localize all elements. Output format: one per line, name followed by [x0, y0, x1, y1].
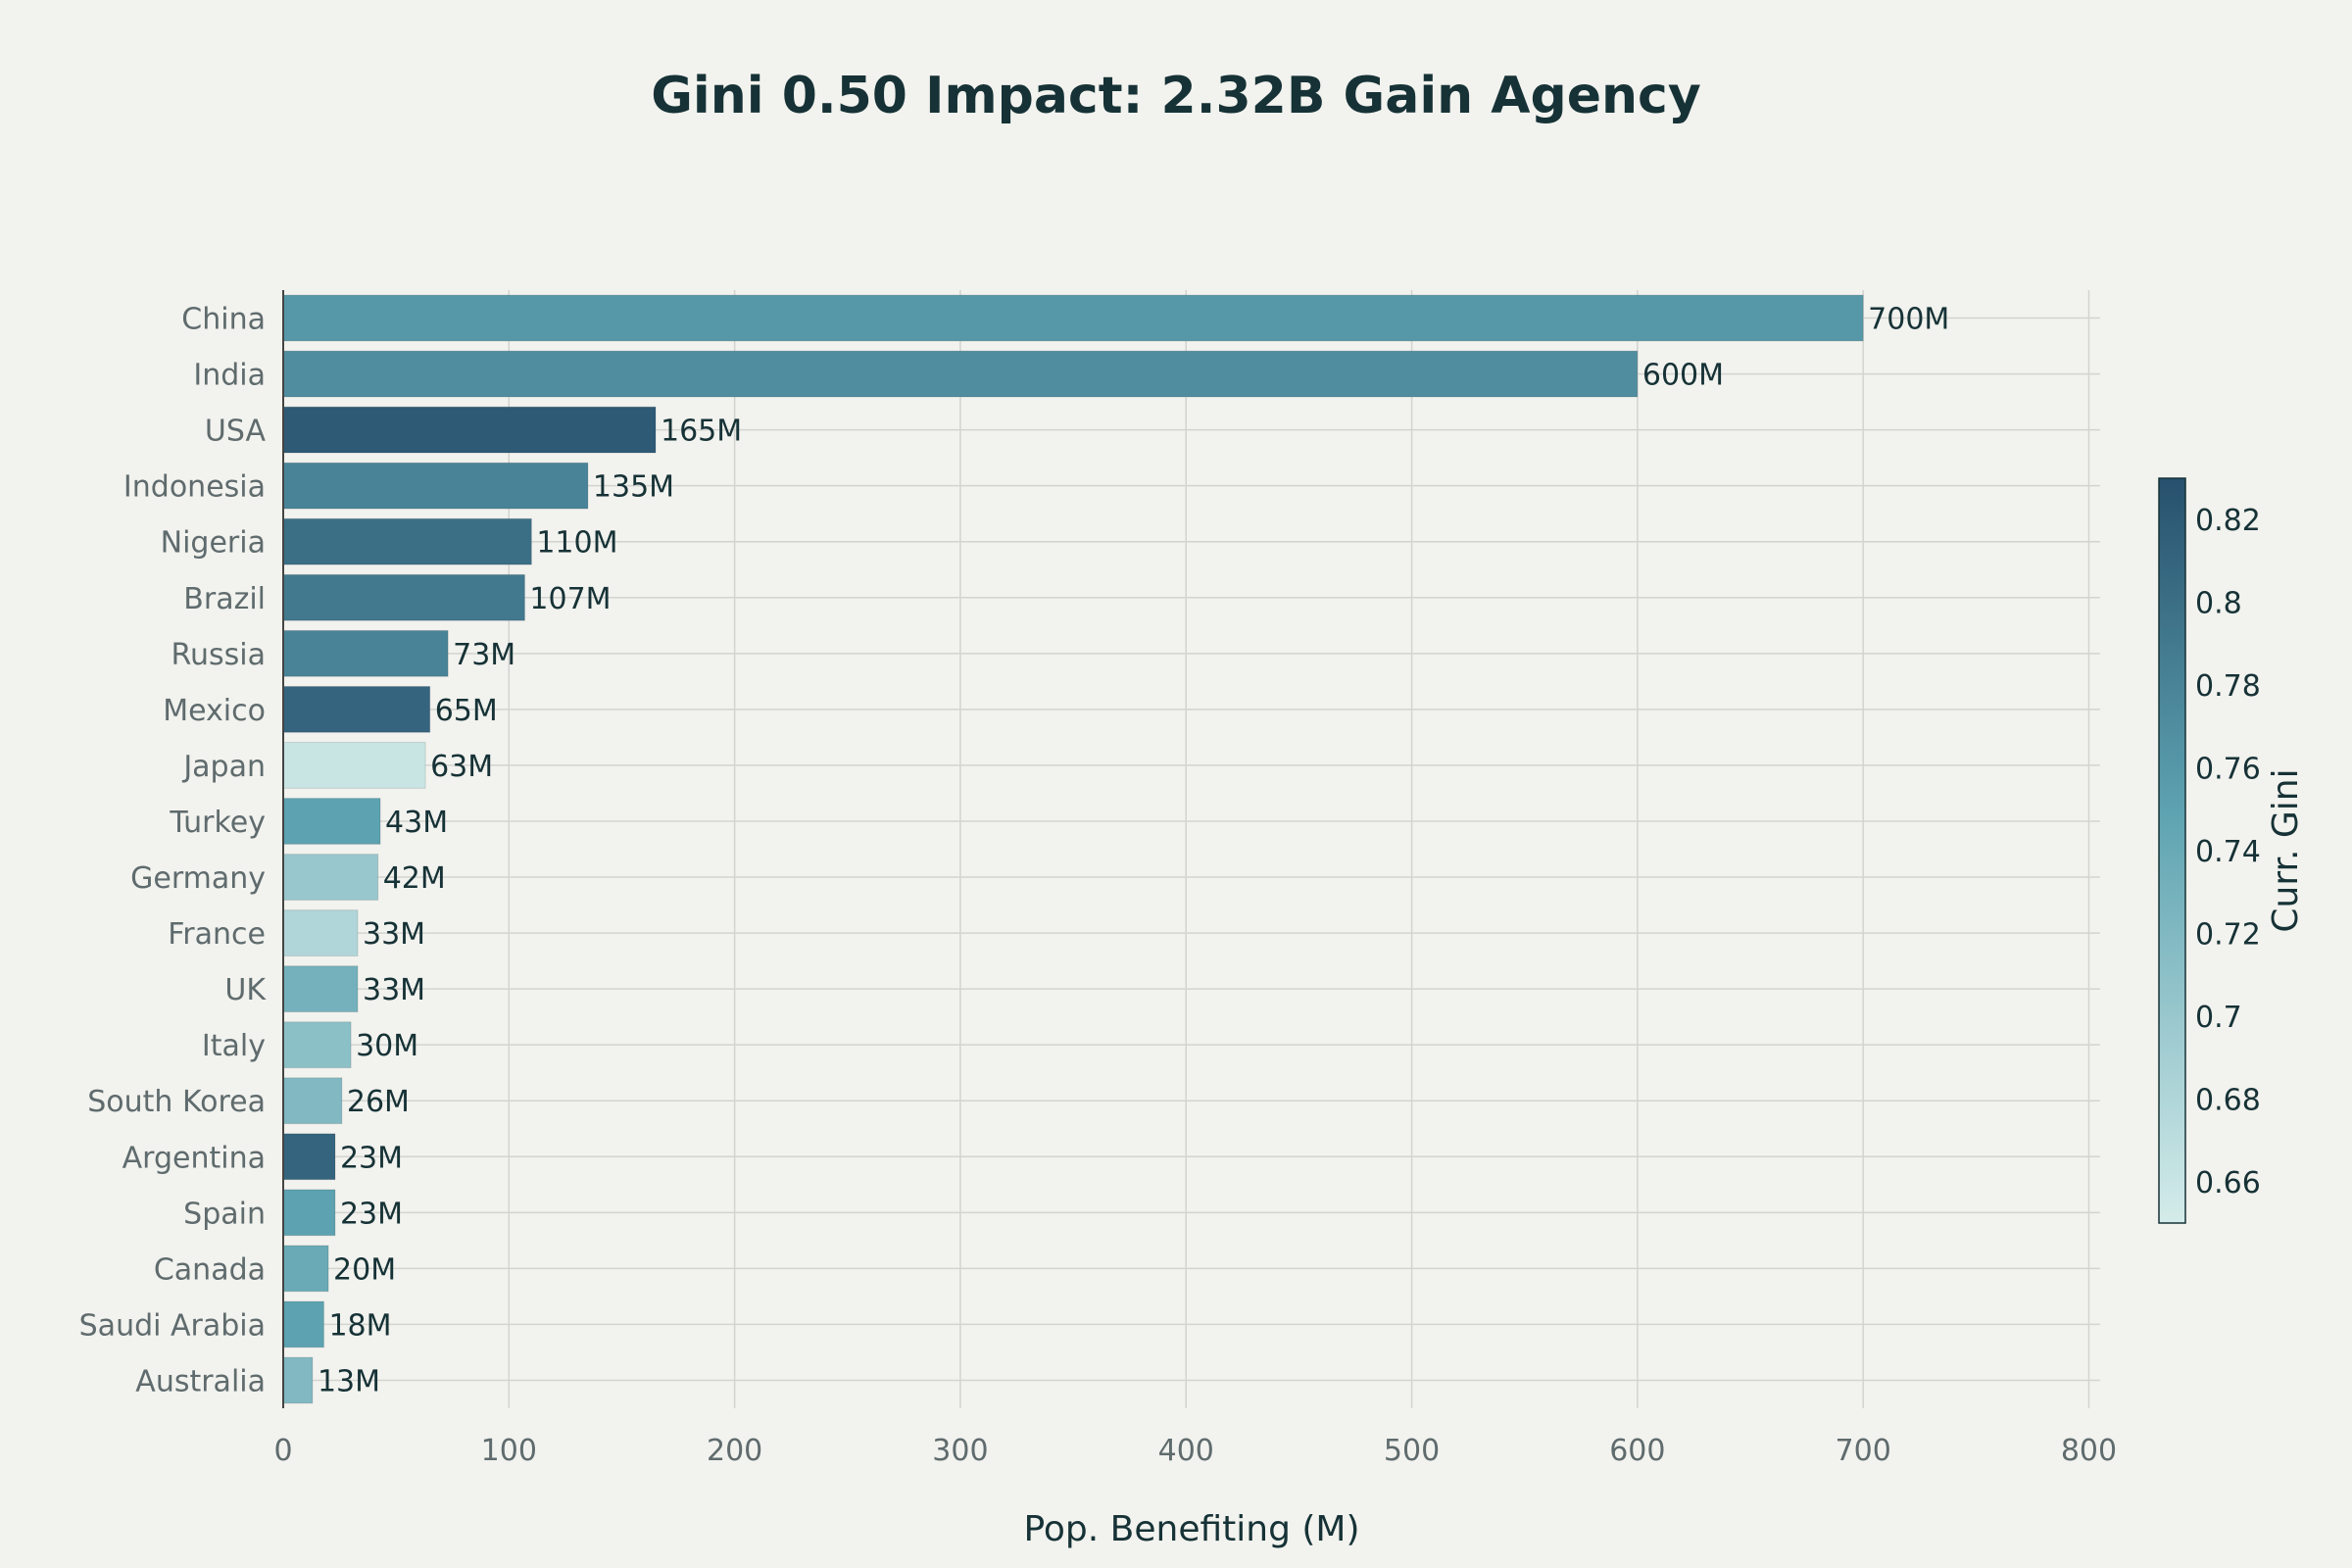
colorbar-title: Curr. Gini	[2266, 768, 2306, 932]
bar-italy	[282, 1021, 352, 1069]
data-label: 26M	[347, 1085, 410, 1119]
colorbar-tick-label: 0.68	[2195, 1083, 2261, 1117]
y-tick-label: France	[168, 917, 266, 952]
data-label: 23M	[340, 1141, 403, 1175]
bar-japan	[282, 742, 426, 789]
bar-turkey	[282, 798, 381, 845]
bar-russia	[282, 629, 449, 677]
bar-uk	[282, 965, 359, 1013]
y-tick-label: Indonesia	[123, 470, 266, 505]
y-tick-label: USA	[205, 415, 267, 449]
y-tick-label: Russia	[172, 638, 267, 672]
chart-title: Gini 0.50 Impact: 2.32B Gain Agency	[651, 67, 1701, 125]
bar-saudi-arabia	[282, 1300, 324, 1348]
colorbar-tick-label: 0.8	[2195, 587, 2242, 621]
bar-canada	[282, 1245, 329, 1293]
bar-germany	[282, 854, 379, 901]
colorbar-tick-label: 0.78	[2195, 669, 2261, 704]
y-tick-label: Saudi Arabia	[79, 1308, 266, 1343]
x-axis-title: Pop. Benefiting (M)	[1023, 1509, 1359, 1549]
data-label: 165M	[661, 415, 742, 449]
data-label: 107M	[529, 582, 611, 616]
y-tick-label: Canada	[154, 1252, 266, 1287]
y-tick-label: Germany	[130, 861, 266, 896]
data-label: 13M	[318, 1364, 380, 1398]
colorbar-gradient	[2158, 477, 2186, 1224]
bar-india	[282, 350, 1639, 398]
y-tick-label: Mexico	[163, 694, 266, 728]
data-label: 73M	[453, 638, 515, 672]
bar-argentina	[282, 1133, 336, 1181]
y-tick-label: UK	[224, 973, 267, 1007]
y-tick-label: Italy	[202, 1029, 266, 1063]
data-label: 135M	[593, 470, 674, 505]
data-label: 18M	[328, 1308, 391, 1343]
y-axis-labels: China India USA Indonesia Nigeria Brazil Russi…	[79, 303, 268, 1399]
bar-south-korea	[282, 1077, 343, 1125]
data-labels: 700M 600M 165M 135M 110M 107M 73M 65M 63M 43M 42M 3…	[318, 303, 1949, 1399]
colorbar-tick-label: 0.66	[2195, 1166, 2261, 1200]
y-tick-label: Brazil	[183, 582, 266, 616]
y-tick-label: Turkey	[169, 806, 266, 840]
y-tick-label: South Korea	[87, 1085, 266, 1119]
bar-brazil	[282, 573, 525, 621]
data-label: 65M	[435, 694, 498, 728]
bar-spain	[282, 1189, 336, 1237]
data-label: 33M	[363, 917, 425, 952]
colorbar-tick-label: 0.72	[2195, 917, 2261, 952]
gridlines	[282, 290, 2100, 1408]
y-tick-label: Argentina	[122, 1141, 266, 1175]
bar-usa	[282, 406, 657, 454]
x-tick-label: 800	[2061, 1434, 2117, 1468]
bar-france	[282, 909, 359, 956]
bar-australia	[282, 1356, 314, 1404]
colorbar-tick-label: 0.82	[2195, 504, 2261, 538]
x-tick-label: 300	[932, 1434, 988, 1468]
colorbar-tick-label: 0.76	[2195, 753, 2261, 787]
x-tick-label: 400	[1158, 1434, 1214, 1468]
y-tick-label: Japan	[181, 750, 266, 784]
data-label: 110M	[536, 526, 617, 561]
colorbar-ticks: 0.66 0.68 0.7 0.72 0.74 0.76 0.78 0.8 0.82	[2195, 504, 2261, 1200]
bars	[282, 294, 1864, 1404]
colorbar-tick-label: 0.74	[2195, 835, 2261, 869]
bar-indonesia	[282, 462, 589, 510]
data-label: 63M	[430, 750, 493, 784]
bar-nigeria	[282, 517, 532, 565]
colorbar-tick-label: 0.7	[2195, 1001, 2242, 1035]
data-label: 30M	[356, 1029, 418, 1063]
bar-mexico	[282, 685, 431, 733]
y-tick-label: China	[181, 303, 266, 337]
data-label: 42M	[383, 861, 446, 896]
x-tick-label: 200	[707, 1434, 762, 1468]
x-axis-labels: 0 100 200 300 400 500 600 700 800	[273, 1434, 2117, 1468]
y-tick-label: India	[193, 359, 266, 393]
y-tick-label: Spain	[183, 1197, 266, 1231]
data-label: 43M	[385, 806, 448, 840]
data-label: 20M	[333, 1252, 396, 1287]
x-tick-label: 100	[481, 1434, 537, 1468]
y-tick-label: Nigeria	[161, 526, 266, 561]
data-label: 33M	[363, 973, 425, 1007]
x-tick-label: 600	[1609, 1434, 1665, 1468]
x-tick-label: 0	[273, 1434, 292, 1468]
data-label: 700M	[1868, 303, 1949, 337]
data-label: 23M	[340, 1197, 403, 1231]
colorbar: 0.66 0.68 0.7 0.72 0.74 0.76 0.78 0.8 0.82 Curr.…	[2158, 477, 2306, 1224]
y-tick-label: Australia	[135, 1364, 266, 1398]
data-label: 600M	[1642, 359, 1724, 393]
x-tick-label: 500	[1384, 1434, 1440, 1468]
bar-china	[282, 294, 1864, 342]
x-tick-label: 700	[1836, 1434, 1891, 1468]
